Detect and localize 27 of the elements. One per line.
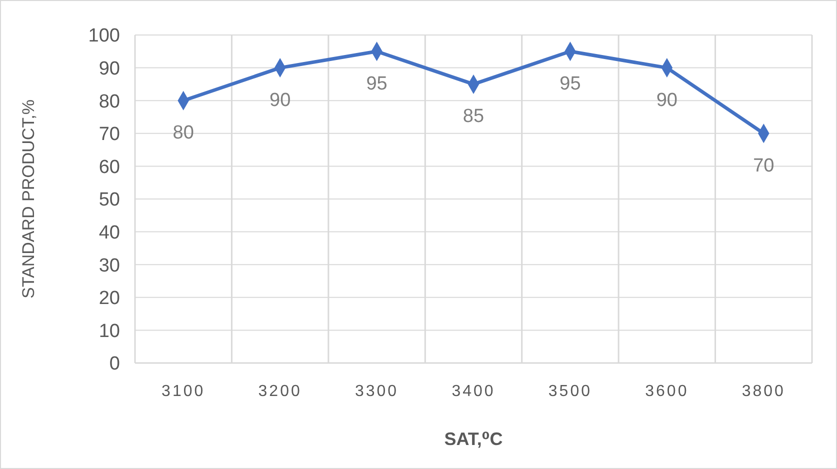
y-tick-label: 40 [98,222,120,244]
y-tick-label: 20 [98,288,120,310]
data-label: 80 [172,122,194,144]
x-tick-label: 3100 [162,383,206,400]
x-tick-label: 3300 [354,383,399,400]
x-tick-label: 3200 [258,383,302,400]
y-tick-label: 30 [98,255,120,276]
y-tick-label: 10 [98,320,120,342]
data-label: 95 [366,73,388,94]
y-tick-label: 90 [98,58,120,80]
y-tick-label: 50 [98,190,120,211]
y-tick-label: 80 [98,91,120,112]
x-tick-label: 3400 [452,383,496,400]
y-tick-label: 100 [88,26,120,47]
data-label: 95 [560,73,581,94]
y-axis-title: STANDARD PRODUCT,% [19,100,38,298]
data-label: 90 [656,90,678,111]
x-tick-label: 3500 [548,383,592,400]
x-tick-label: 3800 [742,383,786,400]
data-label: 85 [462,106,484,128]
y-tick-label: 0 [109,354,120,375]
x-axis-title: SAT,⁰C [444,429,503,449]
data-label: 70 [753,155,774,176]
y-tick-label: 60 [98,156,120,178]
y-tick-label: 70 [98,124,120,146]
data-label: 90 [270,90,291,111]
x-tick-label: 3600 [645,383,689,400]
